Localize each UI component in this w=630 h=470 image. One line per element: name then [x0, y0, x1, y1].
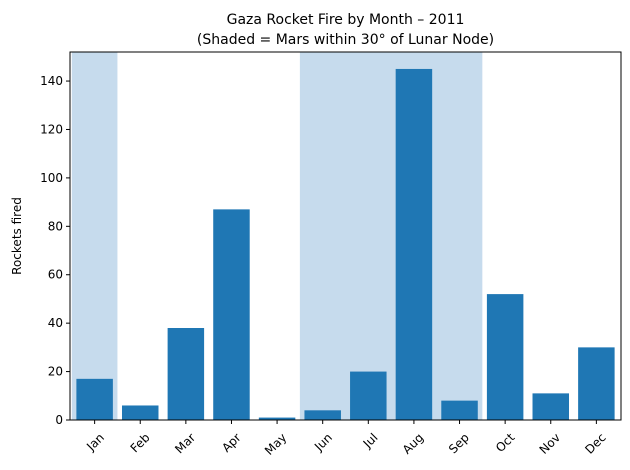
bar-feb — [121, 405, 159, 420]
bar-oct — [486, 294, 524, 420]
x-tick-label-nov: Nov — [537, 430, 563, 456]
y-tick-label: 100 — [40, 171, 63, 185]
chart-title: Gaza Rocket Fire by Month – 2011 — [227, 12, 465, 28]
y-tick-label: 40 — [48, 316, 63, 330]
y-axis-label: Rockets fired — [10, 197, 24, 275]
x-tick-label-apr: Apr — [219, 430, 244, 455]
x-axis-ticks: Jan Feb Mar Apr May Jun Jul Aug Sep Oct Nov Dec — [83, 420, 609, 458]
shaded-region-2 — [299, 52, 483, 420]
x-tick-label-oct: Oct — [493, 430, 518, 455]
chart-subtitle: (Shaded = Mars within 30° of Lunar Node) — [197, 32, 494, 48]
bar-jun — [304, 410, 341, 420]
bar-sep — [441, 400, 478, 420]
bar-dec — [578, 347, 615, 420]
y-axis-ticks: 0 20 40 60 80 100 120 140 — [40, 74, 70, 427]
bars — [76, 68, 615, 421]
x-tick-label-mar: Mar — [172, 430, 198, 456]
bar-jan — [76, 378, 113, 420]
y-tick-label: 0 — [55, 413, 63, 427]
y-tick-label: 20 — [48, 365, 63, 379]
x-tick-label-aug: Aug — [400, 430, 426, 456]
bar-mar — [167, 328, 205, 420]
bar-may — [258, 417, 296, 420]
y-tick-label: 140 — [40, 74, 63, 88]
bar-nov — [532, 393, 570, 420]
y-tick-label: 80 — [48, 219, 63, 233]
x-tick-label-jun: Jun — [311, 430, 335, 454]
bar-aug — [395, 68, 433, 421]
y-tick-label: 120 — [40, 122, 63, 136]
bar-jul — [350, 371, 387, 420]
x-tick-label-dec: Dec — [582, 430, 608, 456]
x-tick-label-feb: Feb — [128, 430, 153, 455]
plot-frame — [69, 51, 622, 421]
x-tick-label-may: May — [262, 430, 289, 457]
x-tick-label-sep: Sep — [446, 430, 472, 456]
shaded-regions — [71, 52, 483, 420]
shaded-region-1 — [71, 52, 118, 420]
y-tick-label: 60 — [48, 268, 63, 282]
x-tick-label-jul: Jul — [360, 430, 381, 451]
x-tick-label-jan: Jan — [83, 430, 107, 454]
bar-apr — [213, 209, 250, 420]
